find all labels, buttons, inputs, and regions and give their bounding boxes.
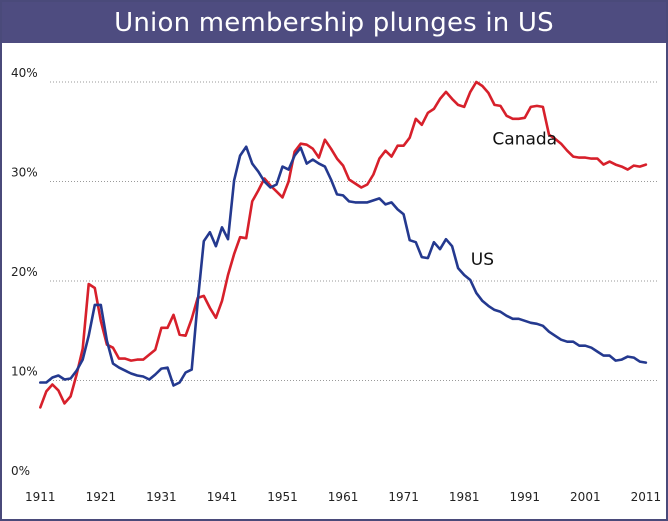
x-tick-label: 2001 [570, 490, 601, 504]
series-line-us [39, 145, 648, 387]
x-tick-label: 1971 [388, 490, 419, 504]
x-tick-label: 1991 [509, 490, 540, 504]
y-tick-label: 20% [11, 265, 38, 279]
x-tick-label: 1981 [449, 490, 480, 504]
chart-title: Union membership plunges in US [114, 7, 554, 38]
series-label-canada: Canada [492, 130, 557, 150]
x-tick-label: 1941 [207, 490, 238, 504]
x-tick-label: 1911 [25, 490, 56, 504]
y-tick-label: 40% [11, 66, 38, 80]
x-tick-label: 1961 [328, 490, 359, 504]
x-tick-label: 1931 [146, 490, 177, 504]
y-tick-label: 30% [11, 166, 38, 180]
y-tick-label: 10% [11, 365, 38, 379]
title-bar: Union membership plunges in US [2, 2, 666, 43]
x-tick-label: 1921 [86, 490, 117, 504]
x-tick-label: 1951 [267, 490, 298, 504]
y-tick-label: 0% [11, 464, 30, 478]
series-line-canada [39, 80, 648, 409]
x-tick-label: 2011 [631, 490, 662, 504]
series-label-us: US [471, 250, 494, 270]
